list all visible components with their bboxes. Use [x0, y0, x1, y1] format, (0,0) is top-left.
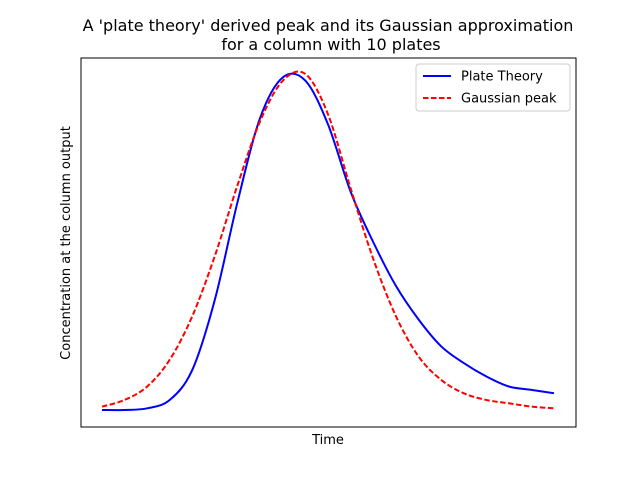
x-axis-label: Time	[311, 433, 344, 448]
series-line-gaussian-peak	[101, 70, 555, 410]
y-axis-label: Concentration at the column output	[59, 126, 74, 360]
plot-frame	[80, 57, 577, 428]
plot-area	[81, 58, 576, 427]
legend-box	[415, 63, 571, 112]
series-line-plate-theory	[101, 72, 555, 412]
legend-label-plate-theory: Plate Theory	[461, 70, 543, 85]
series-layer	[101, 70, 555, 412]
chart-title-line-1: A 'plate theory' derived peak and its Ga…	[83, 16, 574, 35]
legend-label-gaussian-peak: Gaussian peak	[461, 92, 557, 107]
legend: Plate Theory Gaussian peak	[415, 63, 571, 112]
chart-title-line-2: for a column with 10 plates	[221, 35, 440, 54]
